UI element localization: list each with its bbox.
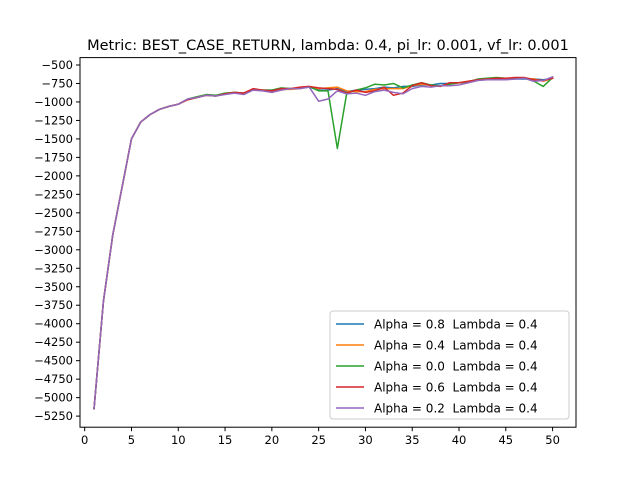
x-axis: 0 5 10 15 20 25 30 35 40 45 50 <box>81 427 560 447</box>
y-tick-label: −5250 <box>34 409 73 423</box>
legend-label: Alpha = 0.6 Lambda = 0.4 <box>374 381 538 395</box>
y-tick-label: −1500 <box>34 132 73 146</box>
y-tick-label: −2500 <box>34 206 73 220</box>
y-tick-label: −2750 <box>34 224 73 238</box>
legend-label: Alpha = 0.2 Lambda = 0.4 <box>374 402 538 416</box>
x-tick-label: 10 <box>171 433 186 447</box>
y-tick-label: −1250 <box>34 113 73 127</box>
x-tick-label: 0 <box>81 433 88 447</box>
series-line-4 <box>93 75 554 410</box>
legend-label: Alpha = 0.0 Lambda = 0.4 <box>374 360 538 374</box>
plot-area <box>93 75 554 410</box>
y-tick-label: −3750 <box>34 298 73 312</box>
x-tick-label: 5 <box>128 433 135 447</box>
x-tick-label: 45 <box>498 433 513 447</box>
x-tick-label: 35 <box>405 433 420 447</box>
y-tick-label: −1750 <box>34 150 73 164</box>
y-tick-label: −4250 <box>34 335 73 349</box>
plot-frame <box>79 57 577 428</box>
legend-box <box>329 310 570 420</box>
x-tick-label: 40 <box>452 433 467 447</box>
x-tick-label: 20 <box>265 433 280 447</box>
y-tick-label: −4500 <box>34 354 73 368</box>
y-tick-label: −3500 <box>34 280 73 294</box>
y-axis: −500 −750 −1000 −1250 −1500 −1750 −2000 −2250 −2… <box>34 58 80 423</box>
y-tick-label: −500 <box>41 58 73 72</box>
y-tick-label: −3000 <box>34 243 73 257</box>
y-tick-label: −4000 <box>34 317 73 331</box>
y-tick-label: −5000 <box>34 391 73 405</box>
y-tick-label: −1000 <box>34 95 73 109</box>
x-tick-label: 30 <box>358 433 373 447</box>
chart-title: Metric: BEST_CASE_RETURN, lambda: 0.4, p… <box>87 38 569 54</box>
y-tick-label: −4750 <box>34 372 73 386</box>
y-tick-label: −750 <box>41 76 73 90</box>
y-tick-label: −3250 <box>34 261 73 275</box>
legend: Alpha = 0.8 Lambda = 0.4 Alpha = 0.4 Lamb… <box>329 310 570 420</box>
x-tick-label: 25 <box>311 433 326 447</box>
y-tick-label: −2000 <box>34 169 73 183</box>
x-tick-label: 15 <box>218 433 233 447</box>
y-tick-label: −2250 <box>34 187 73 201</box>
legend-label: Alpha = 0.8 Lambda = 0.4 <box>374 318 538 332</box>
legend-label: Alpha = 0.4 Lambda = 0.4 <box>374 339 538 353</box>
x-tick-label: 50 <box>545 433 560 447</box>
